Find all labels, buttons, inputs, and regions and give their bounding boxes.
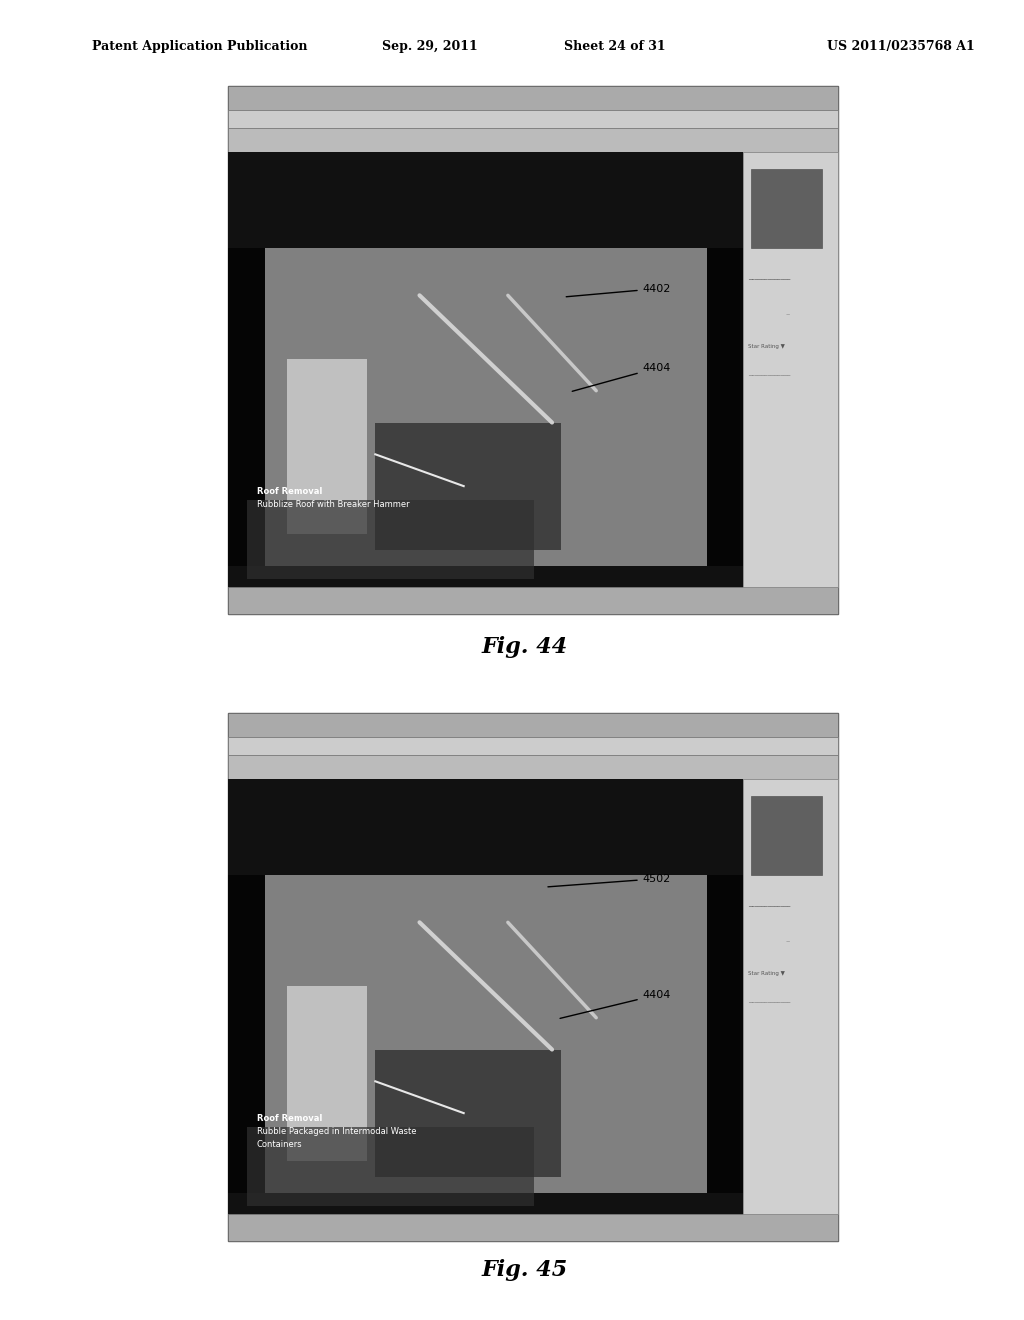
Text: Rubble Packaged in Intermodal Waste: Rubble Packaged in Intermodal Waste [257,1127,417,1137]
FancyBboxPatch shape [228,587,838,614]
Bar [247,1127,534,1205]
FancyBboxPatch shape [743,779,838,1214]
Text: ─: ─ [749,313,791,318]
FancyBboxPatch shape [228,152,743,587]
FancyBboxPatch shape [228,86,838,110]
Text: ─────────────: ───────────── [749,906,791,911]
Bar [707,248,743,565]
Bar [707,875,743,1193]
Text: 4404: 4404 [572,363,671,391]
Bar [228,248,265,565]
Bar [751,169,821,248]
Text: Star Rating ▼: Star Rating ▼ [749,970,785,975]
FancyBboxPatch shape [228,755,838,779]
Text: US 2011/0235768 A1: US 2011/0235768 A1 [827,40,975,53]
Bar [287,986,367,1160]
Text: 4404: 4404 [560,990,671,1019]
Text: ─────────────: ───────────── [749,375,791,379]
Text: Patent Application Publication: Patent Application Publication [92,40,307,53]
Text: ─────────────: ───────────── [749,279,791,284]
Text: Roof Removal: Roof Removal [257,487,323,496]
Text: Fig. 45: Fig. 45 [481,1259,567,1280]
Text: Rubblize Roof with Breaker Hammer: Rubblize Roof with Breaker Hammer [257,500,410,510]
Text: ─: ─ [749,940,791,945]
Bar [247,500,534,578]
FancyBboxPatch shape [228,737,838,755]
FancyBboxPatch shape [228,128,838,152]
Text: Containers: Containers [257,1140,302,1150]
Text: 4402: 4402 [566,284,671,297]
Text: Sep. 29, 2011: Sep. 29, 2011 [382,40,478,53]
FancyBboxPatch shape [228,779,743,1214]
FancyBboxPatch shape [743,152,838,587]
Bar [376,1049,561,1176]
FancyBboxPatch shape [228,1214,838,1241]
FancyBboxPatch shape [228,86,838,614]
Bar [228,875,265,1193]
FancyBboxPatch shape [228,713,838,737]
Text: ─────────────: ───────────── [749,1002,791,1006]
FancyBboxPatch shape [228,110,838,128]
Bar [751,796,821,875]
Bar [265,875,707,1193]
Bar [287,359,367,533]
Text: Fig. 44: Fig. 44 [481,636,567,657]
FancyBboxPatch shape [228,713,838,1241]
Text: Sheet 24 of 31: Sheet 24 of 31 [563,40,666,53]
Text: 4502: 4502 [548,874,671,887]
Text: Roof Removal: Roof Removal [257,1114,323,1123]
Text: Star Rating ▼: Star Rating ▼ [749,343,785,348]
Bar [265,248,707,565]
Bar [376,422,561,549]
